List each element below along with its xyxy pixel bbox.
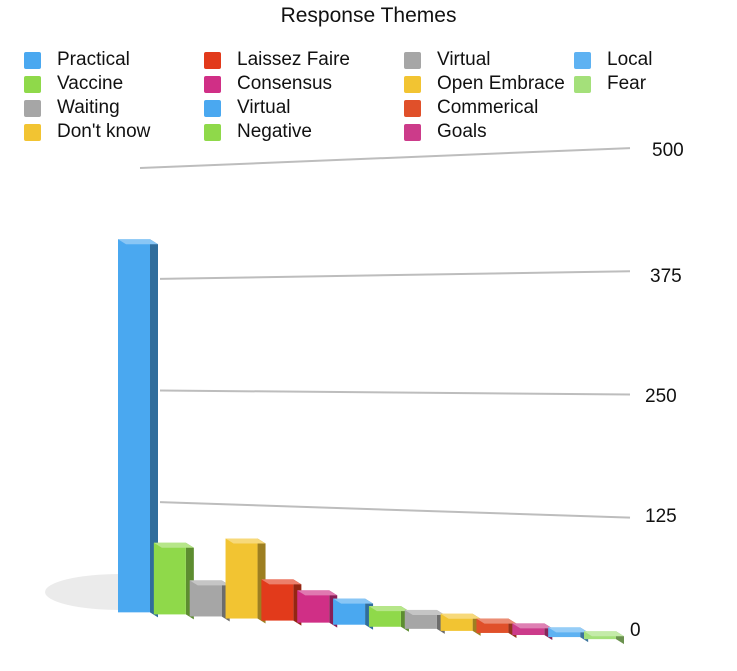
bar-front (512, 623, 545, 636)
gridline (159, 501, 631, 519)
legend-swatch (204, 75, 221, 93)
bar (512, 623, 553, 641)
bar-side (150, 239, 158, 618)
legend-swatch (574, 75, 591, 93)
bar (153, 542, 194, 620)
legend-swatch (404, 123, 421, 141)
bar (368, 606, 409, 632)
bar (297, 590, 338, 628)
bar-front (261, 579, 294, 621)
legend-label: Open Embrace (437, 73, 565, 94)
bar (333, 598, 374, 630)
bar (118, 239, 158, 618)
legend-swatch (404, 75, 421, 93)
bar-front (368, 606, 401, 627)
legend-item: Local (574, 48, 652, 72)
gridline (139, 147, 631, 169)
legend-item: Consensus (204, 72, 332, 96)
legend-label: Vaccine (57, 73, 124, 94)
bar-front (225, 538, 258, 619)
bar-front (297, 590, 330, 623)
y-tick-label: 250 (645, 386, 677, 407)
legend-item: Commerical (404, 96, 538, 120)
bar-top (368, 606, 409, 612)
gridline (159, 389, 631, 396)
bar-front (189, 580, 222, 617)
legend-label: Consensus (237, 73, 333, 94)
legend-item: Open Embrace (404, 72, 565, 96)
legend-label: Waiting (57, 97, 120, 118)
bar-top (153, 542, 194, 548)
legend-swatch (404, 99, 421, 117)
chart-title: Response Themes (280, 4, 457, 27)
legend-label: Local (607, 49, 653, 70)
legend-label: Negative (237, 121, 312, 142)
legend-item: Vaccine (24, 72, 123, 96)
legend-swatch (204, 99, 221, 117)
legend-label: Commerical (437, 97, 539, 118)
legend-item: Fear (574, 72, 646, 96)
legend-label: Don't know (57, 121, 151, 142)
legend-swatch (24, 75, 41, 93)
bar-top (476, 618, 517, 624)
y-tick-label: 500 (652, 140, 684, 161)
bar (476, 618, 517, 638)
legend-swatch (24, 99, 41, 117)
legend-swatch (24, 51, 41, 69)
legend-item: Negative (204, 120, 312, 144)
legend-item: Waiting (24, 96, 120, 120)
legend-item: Virtual (204, 96, 291, 120)
legend-label: Goals (437, 121, 487, 142)
legend-swatch (574, 51, 591, 69)
legend-item: Laissez Faire (204, 48, 350, 72)
legend-swatch (204, 123, 221, 141)
bar-top (333, 598, 374, 604)
legend-label: Laissez Faire (237, 49, 350, 70)
bar-top (440, 613, 481, 619)
bar (584, 631, 624, 645)
bar (189, 580, 230, 622)
legend-label: Fear (607, 73, 647, 94)
bar-top (261, 579, 302, 585)
bar-front (118, 239, 150, 613)
bar-front (153, 542, 186, 615)
legend-label: Practical (57, 49, 130, 70)
legend-item: Goals (404, 120, 487, 144)
gridline (159, 270, 631, 280)
y-tick-label: 125 (645, 506, 677, 527)
legend: Practical Vaccine Waiting Don't know Laissez… (24, 48, 724, 148)
y-tick-label: 0 (630, 620, 641, 641)
legend-swatch (24, 123, 41, 141)
legend-swatch (404, 51, 421, 69)
bar-top (225, 538, 266, 544)
bar (404, 609, 445, 634)
bar-top (584, 631, 624, 637)
bar (440, 613, 481, 636)
legend-item: Don't know (24, 120, 150, 144)
bar (261, 579, 302, 626)
legend-item: Practical (24, 48, 130, 72)
bar-top (404, 609, 445, 615)
legend-swatch (204, 51, 221, 69)
legend-label: Virtual (237, 97, 291, 118)
legend-label: Virtual (437, 49, 491, 70)
bar-top (297, 590, 338, 596)
legend-item: Virtual (404, 48, 491, 72)
y-tick-label: 375 (650, 266, 682, 287)
bar (548, 627, 589, 643)
bar-top (512, 623, 553, 629)
bar-top (548, 627, 589, 633)
bar-top (189, 580, 230, 586)
bar-top (118, 239, 158, 245)
bar (225, 538, 266, 624)
